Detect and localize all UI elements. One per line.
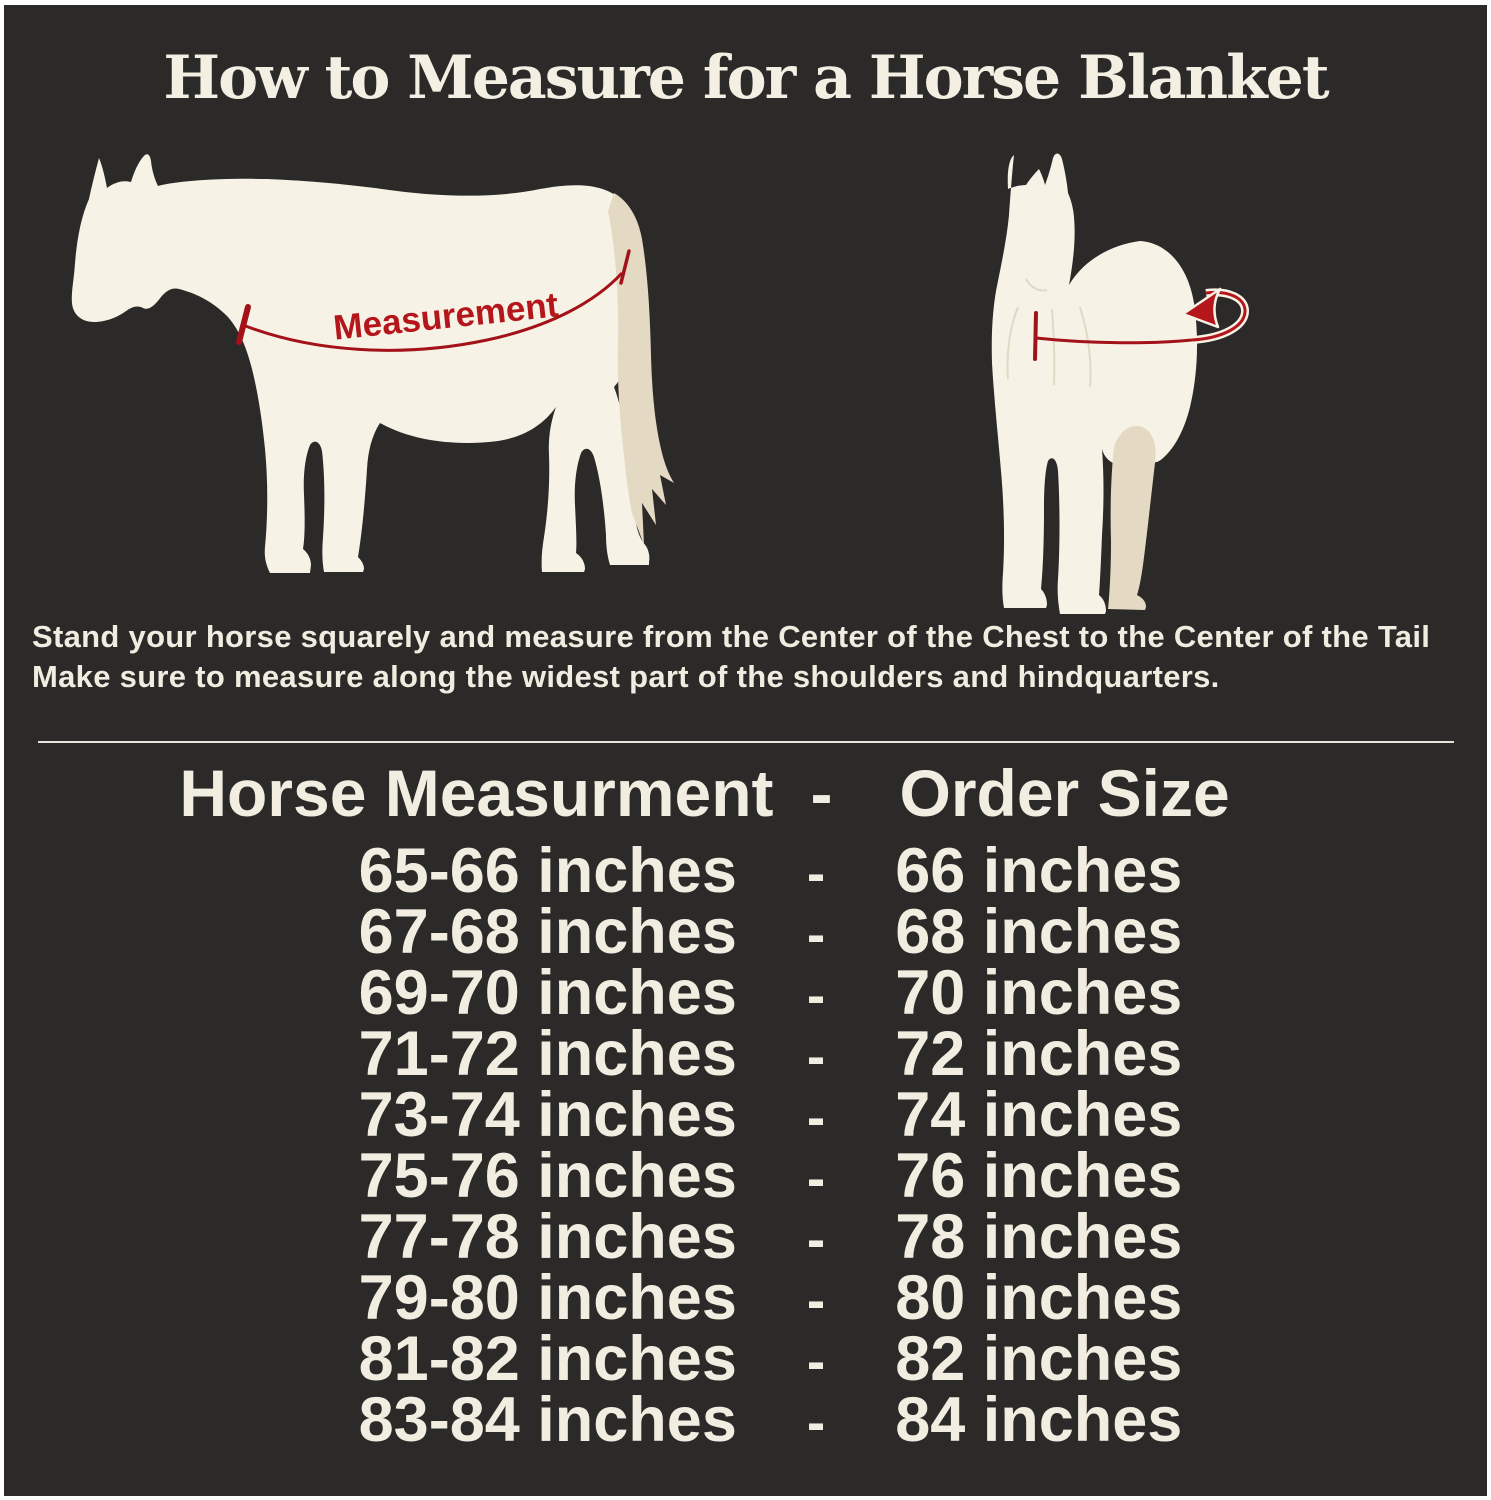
header-measurement-col: Horse Measurment bbox=[179, 756, 774, 830]
row-dash: - bbox=[806, 964, 826, 1026]
measurement-cell: 81-82 inches bbox=[358, 1324, 737, 1394]
order-size-cell: 68 inches bbox=[895, 897, 1183, 967]
table-row: 73-74 inches - 74 inches bbox=[29, 1080, 1487, 1150]
instructions-line-1: Stand your horse squarely and measure fr… bbox=[32, 619, 1431, 654]
order-size-cell: 82 inches bbox=[895, 1324, 1183, 1394]
header-order-col: Order Size bbox=[899, 756, 1230, 830]
row-dash: - bbox=[806, 1025, 826, 1087]
header-dash: - bbox=[810, 756, 833, 830]
measurement-cell: 75-76 inches bbox=[358, 1141, 737, 1211]
measuring-instructions: Stand your horse squarely and measure fr… bbox=[32, 617, 1472, 697]
horse-front-view-icon bbox=[991, 153, 1249, 614]
order-size-cell: 76 inches bbox=[895, 1141, 1183, 1211]
order-size-cell: 74 inches bbox=[895, 1080, 1183, 1150]
measurement-cell: 83-84 inches bbox=[358, 1385, 737, 1455]
horse-side-view-icon: Measurement bbox=[71, 154, 674, 573]
section-divider bbox=[38, 741, 1454, 743]
table-row: 71-72 inches - 72 inches bbox=[29, 1019, 1487, 1089]
measurement-cell: 67-68 inches bbox=[358, 897, 737, 967]
table-row: 79-80 inches - 80 inches bbox=[29, 1263, 1487, 1333]
row-dash: - bbox=[806, 842, 826, 904]
order-size-cell: 84 inches bbox=[895, 1385, 1183, 1455]
girth-loop bbox=[1191, 290, 1247, 342]
measurement-cell: 69-70 inches bbox=[358, 958, 737, 1028]
measurement-cell: 79-80 inches bbox=[358, 1263, 737, 1333]
row-dash: - bbox=[806, 1269, 826, 1331]
order-size-cell: 70 inches bbox=[895, 958, 1183, 1028]
table-row: 67-68 inches - 68 inches bbox=[29, 897, 1487, 967]
measurement-start-tick bbox=[236, 304, 251, 345]
measurement-cell: 71-72 inches bbox=[358, 1019, 737, 1089]
table-row: 69-70 inches - 70 inches bbox=[29, 958, 1487, 1028]
table-row: 75-76 inches - 76 inches bbox=[29, 1141, 1487, 1211]
row-dash: - bbox=[806, 903, 826, 965]
size-table-header: Horse Measurment - Order Size bbox=[4, 755, 1446, 831]
row-dash: - bbox=[806, 1086, 826, 1148]
order-size-cell: 78 inches bbox=[895, 1202, 1183, 1272]
row-dash: - bbox=[806, 1391, 826, 1453]
size-table: 65-66 inches - 66 inches 67-68 inches - … bbox=[4, 840, 1487, 1453]
row-dash: - bbox=[806, 1330, 826, 1392]
table-row: 81-82 inches - 82 inches bbox=[29, 1324, 1487, 1394]
horse-side-body bbox=[71, 154, 650, 573]
measurement-line bbox=[242, 271, 624, 352]
instructions-line-2: Make sure to measure along the widest pa… bbox=[32, 659, 1220, 694]
page-title: How to Measure for a Horse Blanket bbox=[163, 43, 1329, 113]
horse-front-body bbox=[991, 153, 1198, 614]
girth-start-tick bbox=[1033, 311, 1038, 361]
horse-hind-leg-shaded bbox=[1108, 425, 1156, 610]
table-row: 77-78 inches - 78 inches bbox=[29, 1202, 1487, 1272]
table-row: 65-66 inches - 66 inches bbox=[29, 836, 1487, 906]
table-row: 83-84 inches - 84 inches bbox=[29, 1385, 1487, 1455]
order-size-cell: 72 inches bbox=[895, 1019, 1183, 1089]
measurement-cell: 77-78 inches bbox=[358, 1202, 737, 1272]
order-size-cell: 66 inches bbox=[895, 836, 1183, 906]
order-size-cell: 80 inches bbox=[895, 1263, 1183, 1333]
girth-line bbox=[1035, 336, 1193, 345]
horse-front-contour-lines bbox=[1006, 278, 1092, 388]
row-dash: - bbox=[806, 1208, 826, 1270]
measurement-cell: 65-66 inches bbox=[358, 836, 737, 906]
measurement-cell: 73-74 inches bbox=[358, 1080, 737, 1150]
row-dash: - bbox=[806, 1147, 826, 1209]
measurement-end-tick bbox=[619, 249, 631, 285]
girth-arrow-icon bbox=[1181, 287, 1222, 329]
horse-tail bbox=[608, 193, 674, 545]
